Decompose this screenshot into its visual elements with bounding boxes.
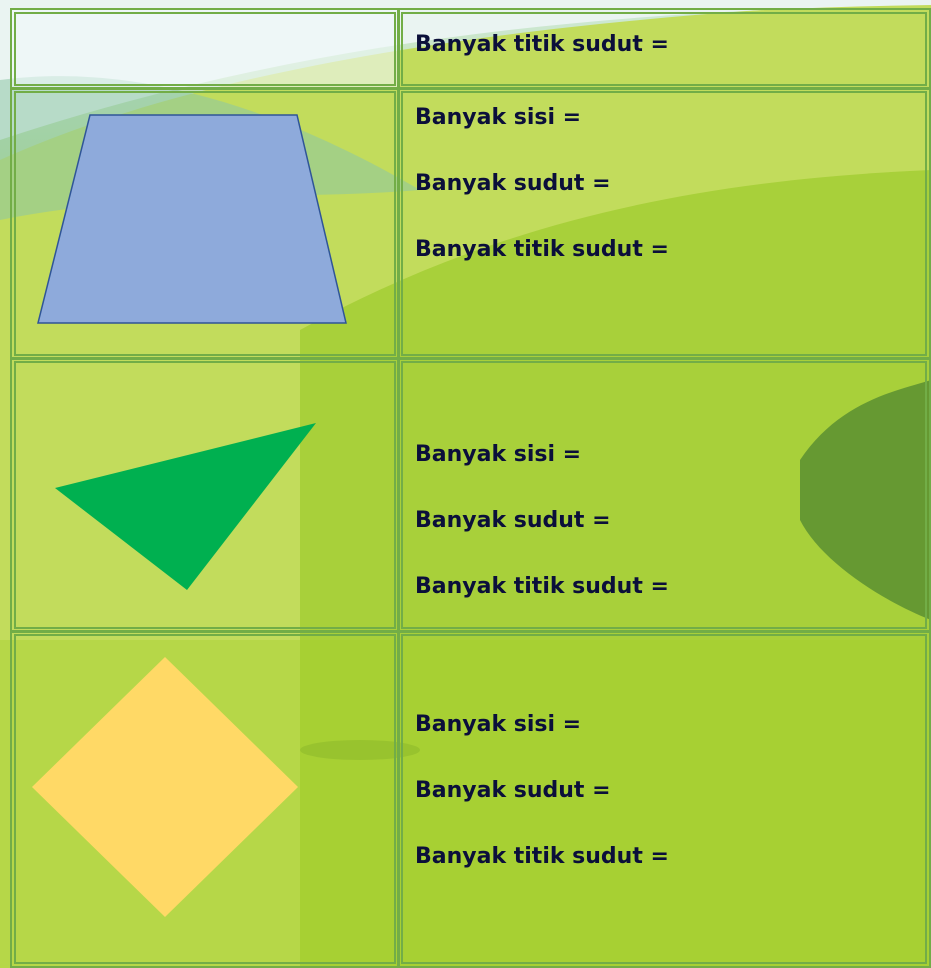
question-line: Banyak sisi = [415,712,582,737]
question-line: Banyak sudut = [415,778,611,803]
question-line: Banyak titik sudut = [415,237,669,262]
trapezoid [37,114,347,324]
question-line: Banyak sudut = [415,508,611,533]
triangle [55,423,316,590]
question-line: Banyak titik sudut = [415,32,669,57]
question-line: Banyak titik sudut = [415,844,669,869]
question-line: Banyak sisi = [415,105,582,130]
question-line: Banyak sisi = [415,442,582,467]
question-line: Banyak sudut = [415,171,611,196]
table-cell [397,630,931,968]
rhombus [32,657,298,917]
question-line: Banyak titik sudut = [415,574,669,599]
